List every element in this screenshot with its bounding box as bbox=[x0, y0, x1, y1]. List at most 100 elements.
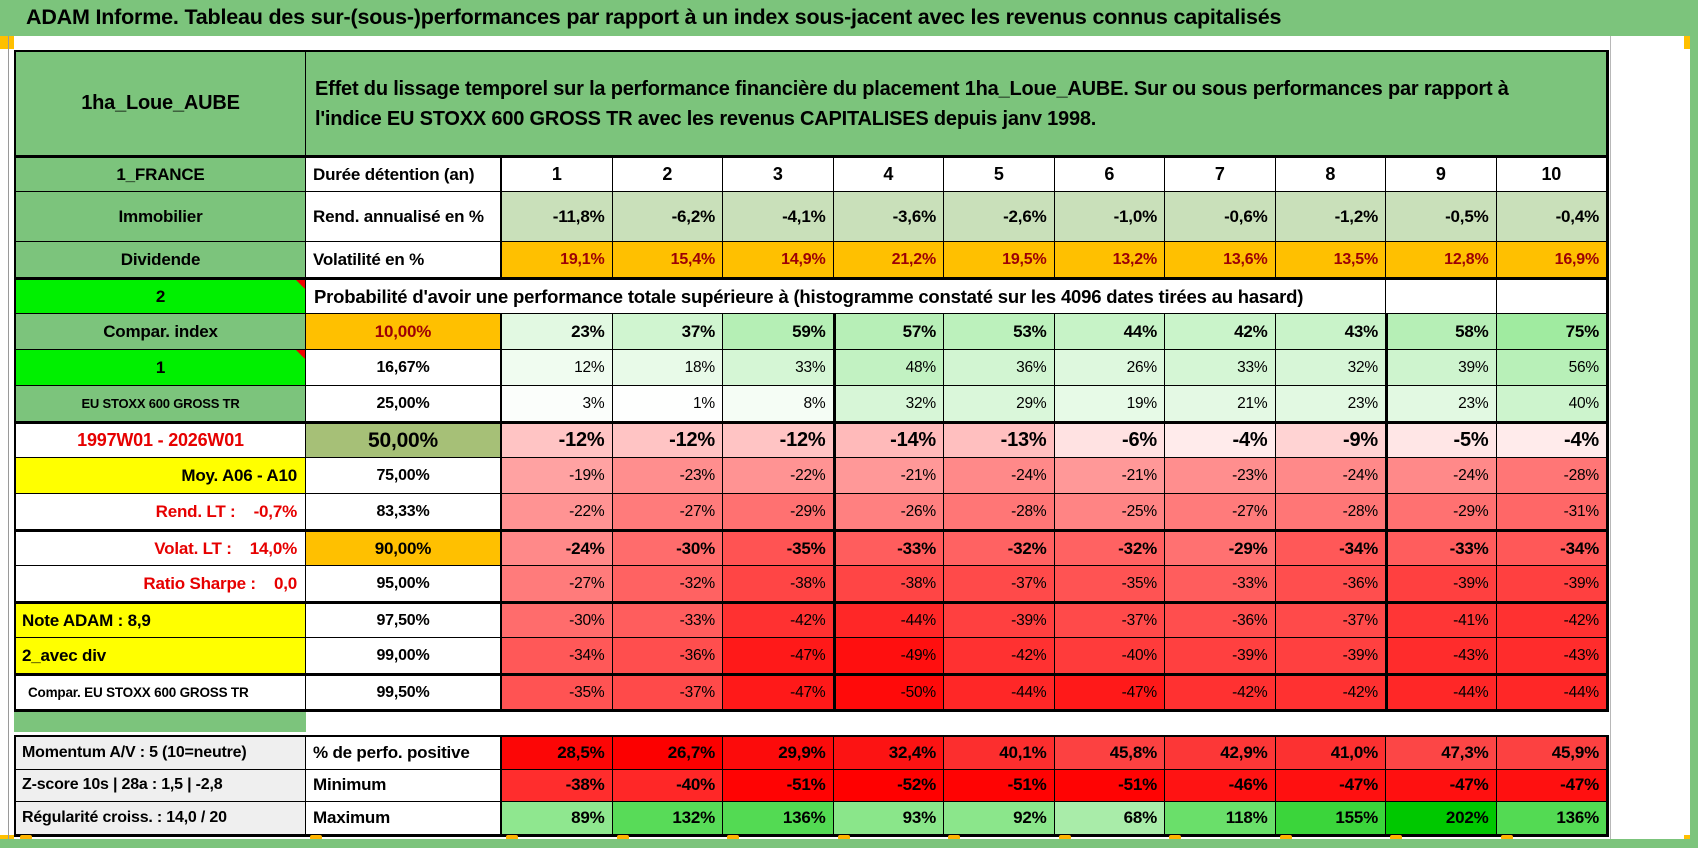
summary-value-cell[interactable]: 45,8% bbox=[1054, 737, 1165, 770]
probability-value-cell[interactable]: 8% bbox=[723, 386, 834, 422]
probability-value-cell[interactable]: -36% bbox=[1165, 602, 1276, 638]
probability-value-cell[interactable]: -39% bbox=[1275, 638, 1386, 674]
summary-value-cell[interactable]: -47% bbox=[1496, 769, 1607, 803]
row-label-cell[interactable]: 1997W01 - 2026W01 bbox=[16, 422, 306, 458]
probability-value-cell[interactable]: 40% bbox=[1496, 386, 1607, 422]
summary-value-cell[interactable]: -51% bbox=[1054, 769, 1165, 803]
probability-value-cell[interactable]: -39% bbox=[944, 602, 1055, 638]
threshold-cell[interactable]: 10,00% bbox=[306, 314, 502, 350]
probability-value-cell[interactable]: 23% bbox=[502, 314, 613, 350]
summary-label-cell[interactable]: Z-score 10s | 28a : 1,5 | -2,8 bbox=[16, 769, 306, 803]
probability-value-cell[interactable]: -39% bbox=[1165, 638, 1276, 674]
threshold-cell[interactable]: 83,33% bbox=[306, 494, 502, 530]
summary-metric-cell[interactable]: Maximum bbox=[306, 802, 502, 835]
row-label-cell[interactable]: Volat. LT : 14,0% bbox=[16, 530, 306, 566]
annualized-return-cell[interactable]: -0,6% bbox=[1165, 192, 1276, 242]
year-header-cell[interactable]: 10 bbox=[1496, 156, 1607, 192]
probability-value-cell[interactable]: -5% bbox=[1386, 422, 1497, 458]
probability-value-cell[interactable]: 39% bbox=[1386, 350, 1497, 386]
probability-value-cell[interactable]: -44% bbox=[1386, 674, 1497, 710]
summary-value-cell[interactable]: 32,4% bbox=[833, 737, 944, 770]
probability-value-cell[interactable]: -42% bbox=[1275, 674, 1386, 710]
annualized-return-cell[interactable]: -0,5% bbox=[1386, 192, 1497, 242]
duration-header-cell[interactable]: Durée détention (an) bbox=[306, 156, 502, 192]
probability-value-cell[interactable]: 12% bbox=[502, 350, 613, 386]
row-label-cell[interactable]: Moy. A06 - A10 bbox=[16, 458, 306, 494]
probability-value-cell[interactable]: 44% bbox=[1054, 314, 1165, 350]
summary-value-cell[interactable]: 155% bbox=[1275, 802, 1386, 835]
note-cell[interactable]: Probabilité d'avoir une performance tota… bbox=[306, 278, 1386, 314]
summary-value-cell[interactable]: 136% bbox=[1496, 802, 1607, 835]
probability-value-cell[interactable]: -34% bbox=[1275, 530, 1386, 566]
metric-label-cell[interactable]: Rend. annualisé en % bbox=[306, 192, 502, 242]
probability-value-cell[interactable]: -24% bbox=[944, 458, 1055, 494]
summary-value-cell[interactable]: -52% bbox=[833, 769, 944, 803]
probability-value-cell[interactable]: -28% bbox=[1496, 458, 1607, 494]
threshold-cell[interactable]: 75,00% bbox=[306, 458, 502, 494]
probability-value-cell[interactable]: -27% bbox=[1165, 494, 1276, 530]
probability-value-cell[interactable]: -37% bbox=[944, 566, 1055, 602]
year-header-cell[interactable]: 4 bbox=[833, 156, 944, 192]
probability-value-cell[interactable]: -39% bbox=[1386, 566, 1497, 602]
probability-value-cell[interactable]: 21% bbox=[1165, 386, 1276, 422]
probability-value-cell[interactable]: 58% bbox=[1386, 314, 1497, 350]
summary-value-cell[interactable]: 92% bbox=[944, 802, 1055, 835]
probability-value-cell[interactable]: -33% bbox=[1165, 566, 1276, 602]
empty-cell[interactable] bbox=[1386, 278, 1497, 314]
probability-value-cell[interactable]: -38% bbox=[723, 566, 834, 602]
probability-value-cell[interactable]: -42% bbox=[1496, 602, 1607, 638]
probability-value-cell[interactable]: -27% bbox=[612, 494, 723, 530]
summary-value-cell[interactable]: 45,9% bbox=[1496, 737, 1607, 770]
probability-value-cell[interactable]: 48% bbox=[833, 350, 944, 386]
probability-value-cell[interactable]: 37% bbox=[612, 314, 723, 350]
threshold-cell[interactable]: 50,00% bbox=[306, 422, 502, 458]
threshold-cell[interactable]: 25,00% bbox=[306, 386, 502, 422]
summary-value-cell[interactable]: 118% bbox=[1165, 802, 1276, 835]
summary-label-cell[interactable]: Régularité croiss. : 14,0 / 20 bbox=[16, 802, 306, 835]
year-header-cell[interactable]: 8 bbox=[1275, 156, 1386, 192]
summary-value-cell[interactable]: 42,9% bbox=[1165, 737, 1276, 770]
year-header-cell[interactable]: 2 bbox=[612, 156, 723, 192]
volatility-cell[interactable]: 13,2% bbox=[1054, 242, 1165, 278]
summary-value-cell[interactable]: -47% bbox=[1275, 769, 1386, 803]
probability-value-cell[interactable]: -4% bbox=[1496, 422, 1607, 458]
probability-value-cell[interactable]: -28% bbox=[1275, 494, 1386, 530]
probability-value-cell[interactable]: -23% bbox=[612, 458, 723, 494]
summary-value-cell[interactable]: 29,9% bbox=[723, 737, 834, 770]
threshold-cell[interactable]: 90,00% bbox=[306, 530, 502, 566]
probability-value-cell[interactable]: -42% bbox=[944, 638, 1055, 674]
probability-value-cell[interactable]: -24% bbox=[1275, 458, 1386, 494]
probability-value-cell[interactable]: -9% bbox=[1275, 422, 1386, 458]
probability-value-cell[interactable]: -42% bbox=[723, 602, 834, 638]
probability-value-cell[interactable]: 33% bbox=[1165, 350, 1276, 386]
probability-value-cell[interactable]: -29% bbox=[1386, 494, 1497, 530]
probability-value-cell[interactable]: -6% bbox=[1054, 422, 1165, 458]
row-label-cell[interactable]: 1_FRANCE bbox=[16, 156, 306, 192]
annualized-return-cell[interactable]: -6,2% bbox=[612, 192, 723, 242]
probability-value-cell[interactable]: -29% bbox=[1165, 530, 1276, 566]
probability-value-cell[interactable]: -29% bbox=[723, 494, 834, 530]
summary-value-cell[interactable]: 40,1% bbox=[944, 737, 1055, 770]
volatility-cell[interactable]: 16,9% bbox=[1496, 242, 1607, 278]
row-label-cell[interactable]: 2_avec div bbox=[16, 638, 306, 674]
volatility-cell[interactable]: 21,2% bbox=[833, 242, 944, 278]
probability-value-cell[interactable]: 29% bbox=[944, 386, 1055, 422]
probability-value-cell[interactable]: -19% bbox=[502, 458, 613, 494]
row-label-cell[interactable]: Dividende bbox=[16, 242, 306, 278]
description-cell[interactable]: Effet du lissage temporel sur la perform… bbox=[306, 52, 1607, 156]
probability-value-cell[interactable]: -14% bbox=[833, 422, 944, 458]
probability-value-cell[interactable]: 18% bbox=[612, 350, 723, 386]
threshold-cell[interactable]: 95,00% bbox=[306, 566, 502, 602]
probability-value-cell[interactable]: -31% bbox=[1496, 494, 1607, 530]
probability-value-cell[interactable]: -44% bbox=[1496, 674, 1607, 710]
probability-value-cell[interactable]: -12% bbox=[723, 422, 834, 458]
probability-value-cell[interactable]: -33% bbox=[612, 602, 723, 638]
probability-value-cell[interactable]: 23% bbox=[1275, 386, 1386, 422]
probability-value-cell[interactable]: -47% bbox=[1054, 674, 1165, 710]
summary-value-cell[interactable]: 26,7% bbox=[612, 737, 723, 770]
probability-value-cell[interactable]: 59% bbox=[723, 314, 834, 350]
summary-value-cell[interactable]: 68% bbox=[1054, 802, 1165, 835]
summary-value-cell[interactable]: 136% bbox=[723, 802, 834, 835]
row-label-cell[interactable]: Compar. index bbox=[16, 314, 306, 350]
probability-value-cell[interactable]: -4% bbox=[1165, 422, 1276, 458]
